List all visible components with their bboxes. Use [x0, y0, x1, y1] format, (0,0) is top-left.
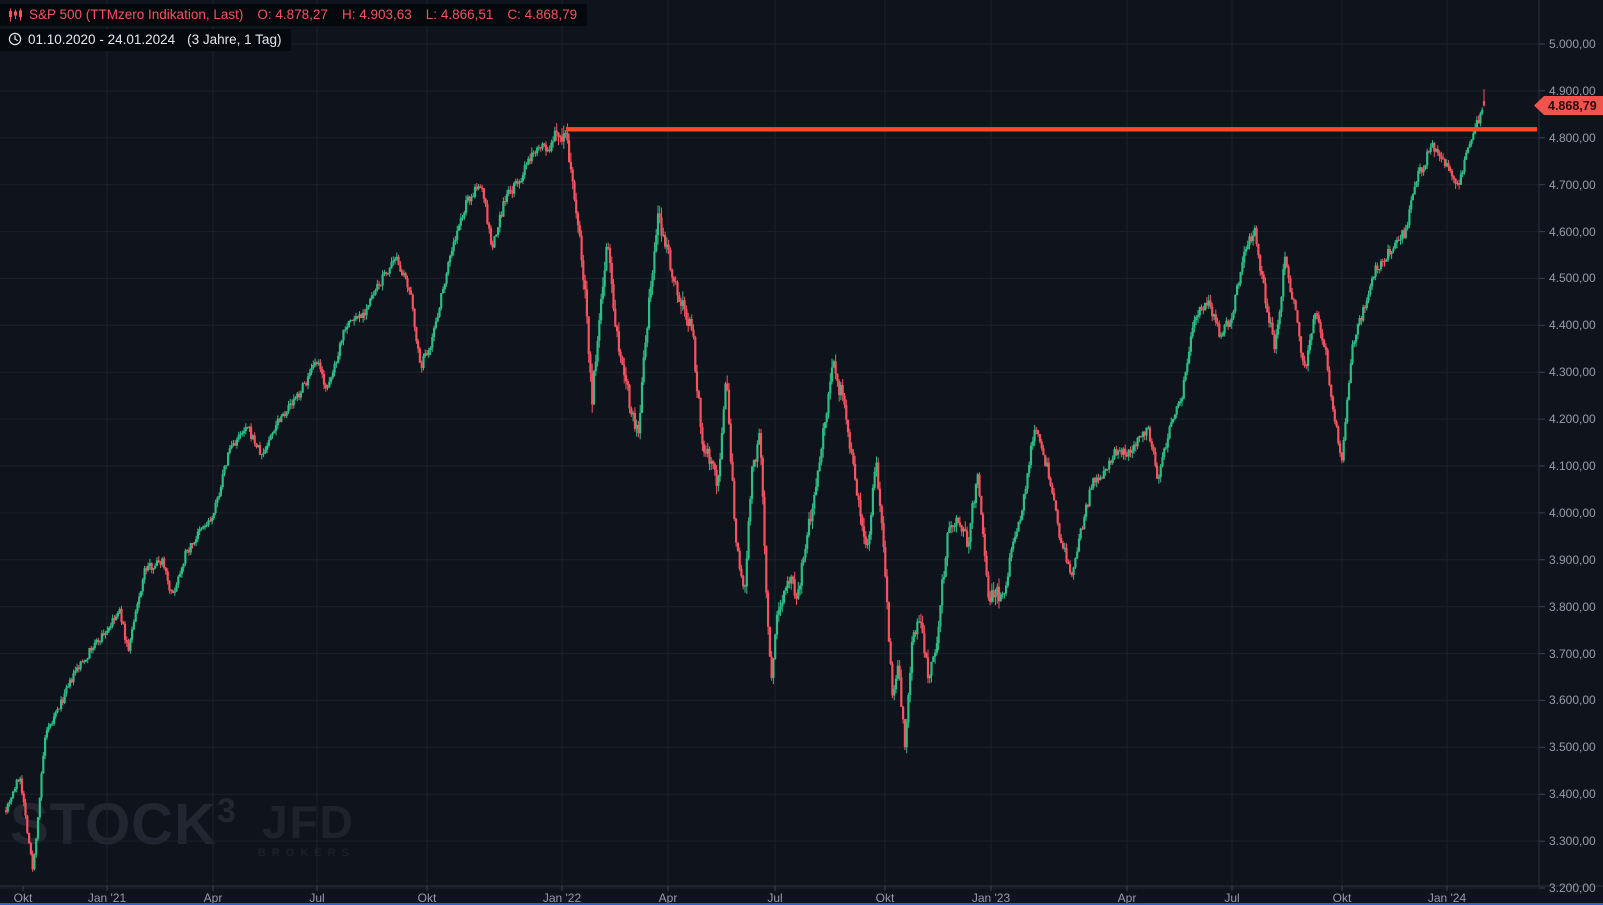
- resistance-trendline[interactable]: [566, 127, 1537, 132]
- last-price-tag: 4.868,79: [1534, 96, 1603, 116]
- interval-info: (3 Jahre, 1 Tag): [187, 31, 282, 47]
- price-axis-label: 3.900,00: [1549, 552, 1596, 567]
- time-axis-label: Apr: [203, 891, 223, 905]
- ohlc-low: L: 4.866,51: [425, 7, 494, 22]
- price-axis-label: 3.500,00: [1549, 740, 1596, 755]
- time-axis-label: Okt: [417, 891, 437, 905]
- price-axis-label: 4.300,00: [1549, 365, 1596, 380]
- time-axis-label: Apr: [1117, 891, 1137, 905]
- jfd-logo-text: JFD: [261, 796, 355, 848]
- date-range: 01.10.2020 - 24.01.2024: [28, 31, 176, 47]
- clock-icon: [8, 32, 22, 46]
- symbol-title: S&P 500 (TTMzero Indikation, Last): [29, 7, 244, 22]
- ohlc-close: C: 4.868,79: [507, 7, 578, 22]
- price-axis-label: 4.700,00: [1549, 177, 1596, 192]
- time-axis-label: Jan '23: [971, 891, 1011, 905]
- stock3-logo: stock 3: [10, 792, 236, 857]
- price-axis-label: 5.000,00: [1549, 37, 1596, 51]
- price-axis-label: 4.100,00: [1549, 459, 1596, 473]
- time-axis-label: Jan '24: [1427, 891, 1467, 905]
- price-axis-label: 3.400,00: [1549, 787, 1596, 802]
- price-axis-label: 4.900,00: [1549, 83, 1596, 98]
- legend-symbol-row: S&P 500 (TTMzero Indikation, Last) O: 4.…: [0, 4, 588, 26]
- price-axis-label: 4.400,00: [1549, 318, 1596, 333]
- price-axis-label: 3.600,00: [1549, 693, 1596, 708]
- jfd-brokers-text: BROKERS: [257, 847, 355, 860]
- time-axis-label: Okt: [1332, 891, 1352, 905]
- time-axis-label: Okt: [875, 891, 895, 905]
- watermark: stock 3 JFD BROKERS: [10, 792, 355, 860]
- time-axis-label: Jul: [767, 891, 783, 905]
- time-axis-label: Jul: [1224, 891, 1240, 905]
- price-axis-label: 4.500,00: [1549, 271, 1596, 286]
- price-axis-label: 4.000,00: [1549, 505, 1596, 520]
- price-axis-label: 4.600,00: [1549, 224, 1596, 239]
- jfd-logo: JFD BROKERS: [257, 796, 355, 860]
- window-bottom-edge: [0, 903, 1603, 905]
- price-axis-label: 3.800,00: [1549, 599, 1596, 614]
- legend-date-row: 01.10.2020 - 24.01.2024 (3 Jahre, 1 Tag): [0, 28, 292, 51]
- chart-legend: S&P 500 (TTMzero Indikation, Last) O: 4.…: [0, 4, 588, 51]
- candlestick-icon: [9, 8, 22, 21]
- stock3-logo-sup: 3: [216, 792, 236, 830]
- time-axis-label: Jan '21: [87, 891, 127, 905]
- time-axis-label: Jan '22: [542, 891, 582, 905]
- ohlc-open: O: 4.878,27: [257, 7, 328, 22]
- price-axis-label: 3.700,00: [1549, 646, 1596, 661]
- ohlc-high: H: 4.903,63: [341, 7, 412, 22]
- price-axis-label: 3.200,00: [1549, 881, 1596, 895]
- stock3-logo-text: stock: [10, 792, 217, 857]
- last-price-value: 4.868,79: [1548, 98, 1597, 113]
- price-axis-label: 4.800,00: [1549, 130, 1596, 145]
- price-axis-label: 4.200,00: [1549, 412, 1596, 427]
- price-axis-label: 3.300,00: [1549, 834, 1596, 849]
- time-axis-label: Apr: [658, 891, 678, 905]
- time-axis-label: Jul: [309, 891, 325, 905]
- time-axis-label: Okt: [13, 891, 33, 905]
